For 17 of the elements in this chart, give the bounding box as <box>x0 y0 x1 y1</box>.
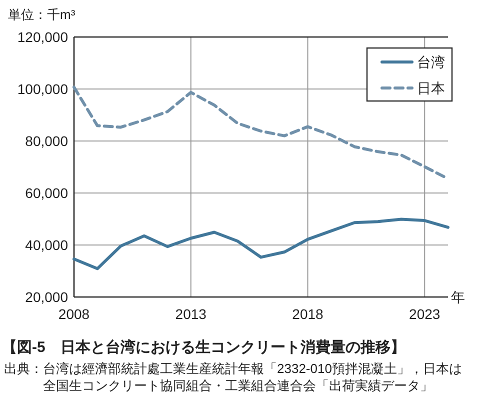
x-tick-label: 2008 <box>58 306 90 322</box>
source-note: 出典：台湾は經濟部統計處工業生産統計年報「2332-010預拌混凝土」，日本は全国生コンクリート協同組合・工業組合連合会「出荷実績データ」 <box>4 361 462 393</box>
x-tick-label: 2013 <box>175 306 207 322</box>
x-tick-label: 2018 <box>292 306 324 322</box>
x-tick-label: 2023 <box>409 306 440 322</box>
x-axis-title: 年 <box>451 289 465 305</box>
y-axis-title: 単位：千m³ <box>8 7 76 22</box>
y-tick-label: 20,000 <box>25 288 68 305</box>
y-tick-label: 100,000 <box>17 80 68 97</box>
legend-label: 日本 <box>417 80 445 96</box>
y-tick-label: 80,000 <box>25 132 68 149</box>
text: 【図-5 日本と台湾における生コンクリート消費量の推移】 <box>2 338 406 356</box>
y-tick-label: 40,000 <box>25 236 68 253</box>
y-tick-label: 120,000 <box>17 28 68 45</box>
y-tick-label: 60,000 <box>25 184 68 201</box>
legend-label: 台湾 <box>417 54 445 70</box>
line-series <box>72 218 450 270</box>
